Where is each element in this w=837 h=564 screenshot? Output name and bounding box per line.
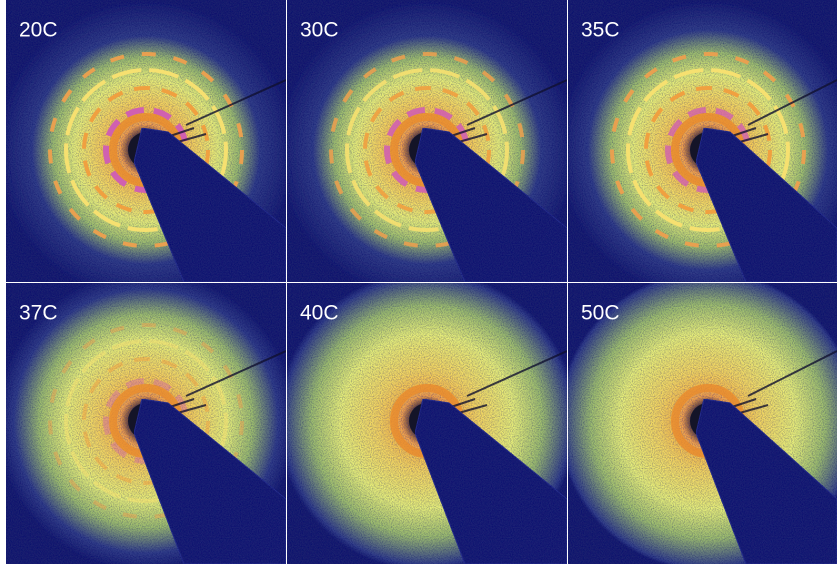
diffraction-panel: 35C — [568, 0, 837, 282]
temperature-label: 20C — [19, 19, 58, 42]
temperature-label: 50C — [581, 302, 620, 325]
diffraction-grid: 20C 30C 35C 37C 40C 50C — [0, 0, 837, 564]
diffraction-panel: 40C — [287, 283, 567, 564]
temperature-label: 37C — [19, 302, 58, 325]
diffraction-panel: 30C — [287, 0, 567, 282]
diffraction-panel: 20C — [6, 0, 286, 282]
diffraction-panel: 37C — [6, 283, 286, 564]
temperature-label: 40C — [300, 302, 339, 325]
temperature-label: 35C — [581, 19, 620, 42]
temperature-label: 30C — [300, 19, 339, 42]
diffraction-panel: 50C — [568, 283, 837, 564]
